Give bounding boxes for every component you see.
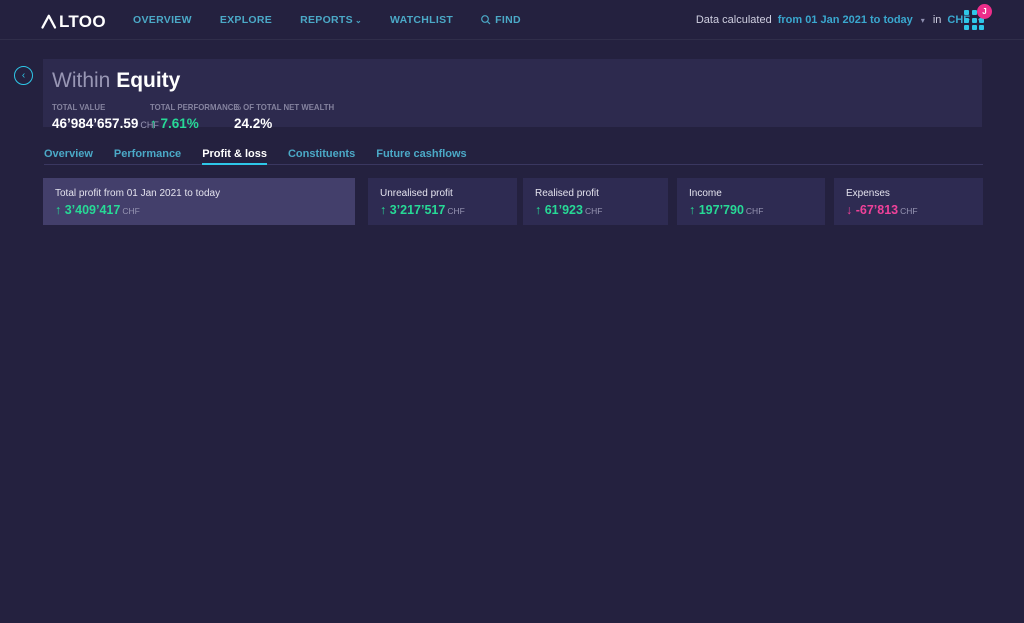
svg-text:LTOO: LTOO xyxy=(59,12,106,31)
